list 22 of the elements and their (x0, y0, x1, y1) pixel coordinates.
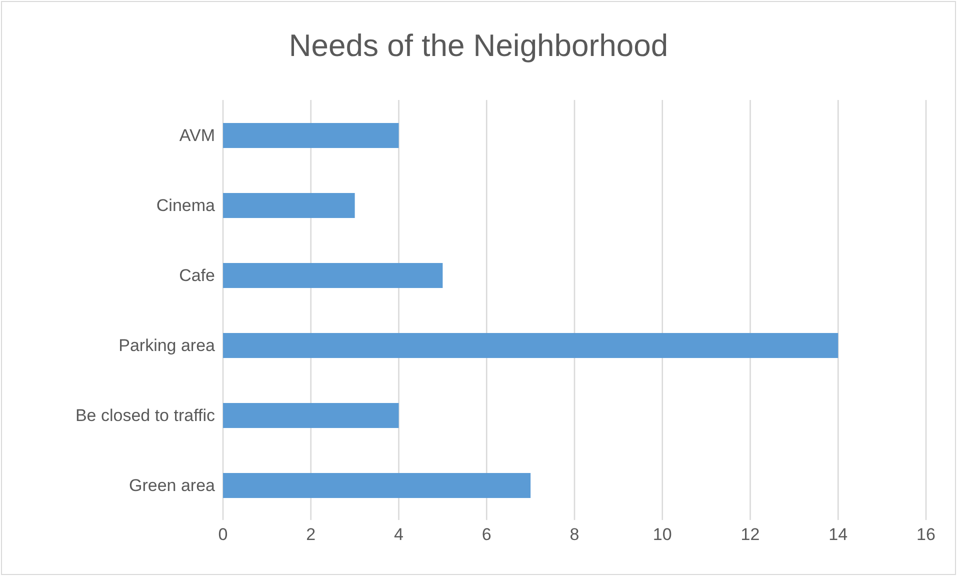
y-tick-label: Green area (129, 476, 216, 496)
x-tick-label: 2 (306, 525, 316, 544)
y-tick-label: AVM (179, 126, 215, 146)
bar (223, 263, 443, 288)
bar (223, 403, 399, 428)
chart-title: Needs of the Neighborhood (288, 28, 670, 64)
x-tick-label: 8 (570, 525, 580, 544)
bar (223, 333, 838, 358)
x-tick-label: 4 (394, 525, 404, 544)
bar (223, 193, 355, 218)
x-tick-label: 14 (828, 525, 848, 544)
x-tick-label: 16 (916, 525, 936, 544)
x-tick-label: 6 (482, 525, 492, 544)
y-tick-label: Cinema (156, 196, 216, 216)
x-tick-label: 10 (652, 525, 672, 544)
y-tick-label: Parking area (118, 336, 216, 356)
y-tick-label: Be closed to traffic (75, 406, 216, 426)
y-tick-label: Cafe (179, 266, 215, 286)
bar (223, 473, 531, 498)
x-tick-label: 12 (740, 525, 760, 544)
x-tick-label: 0 (218, 525, 228, 544)
bar (223, 123, 399, 148)
